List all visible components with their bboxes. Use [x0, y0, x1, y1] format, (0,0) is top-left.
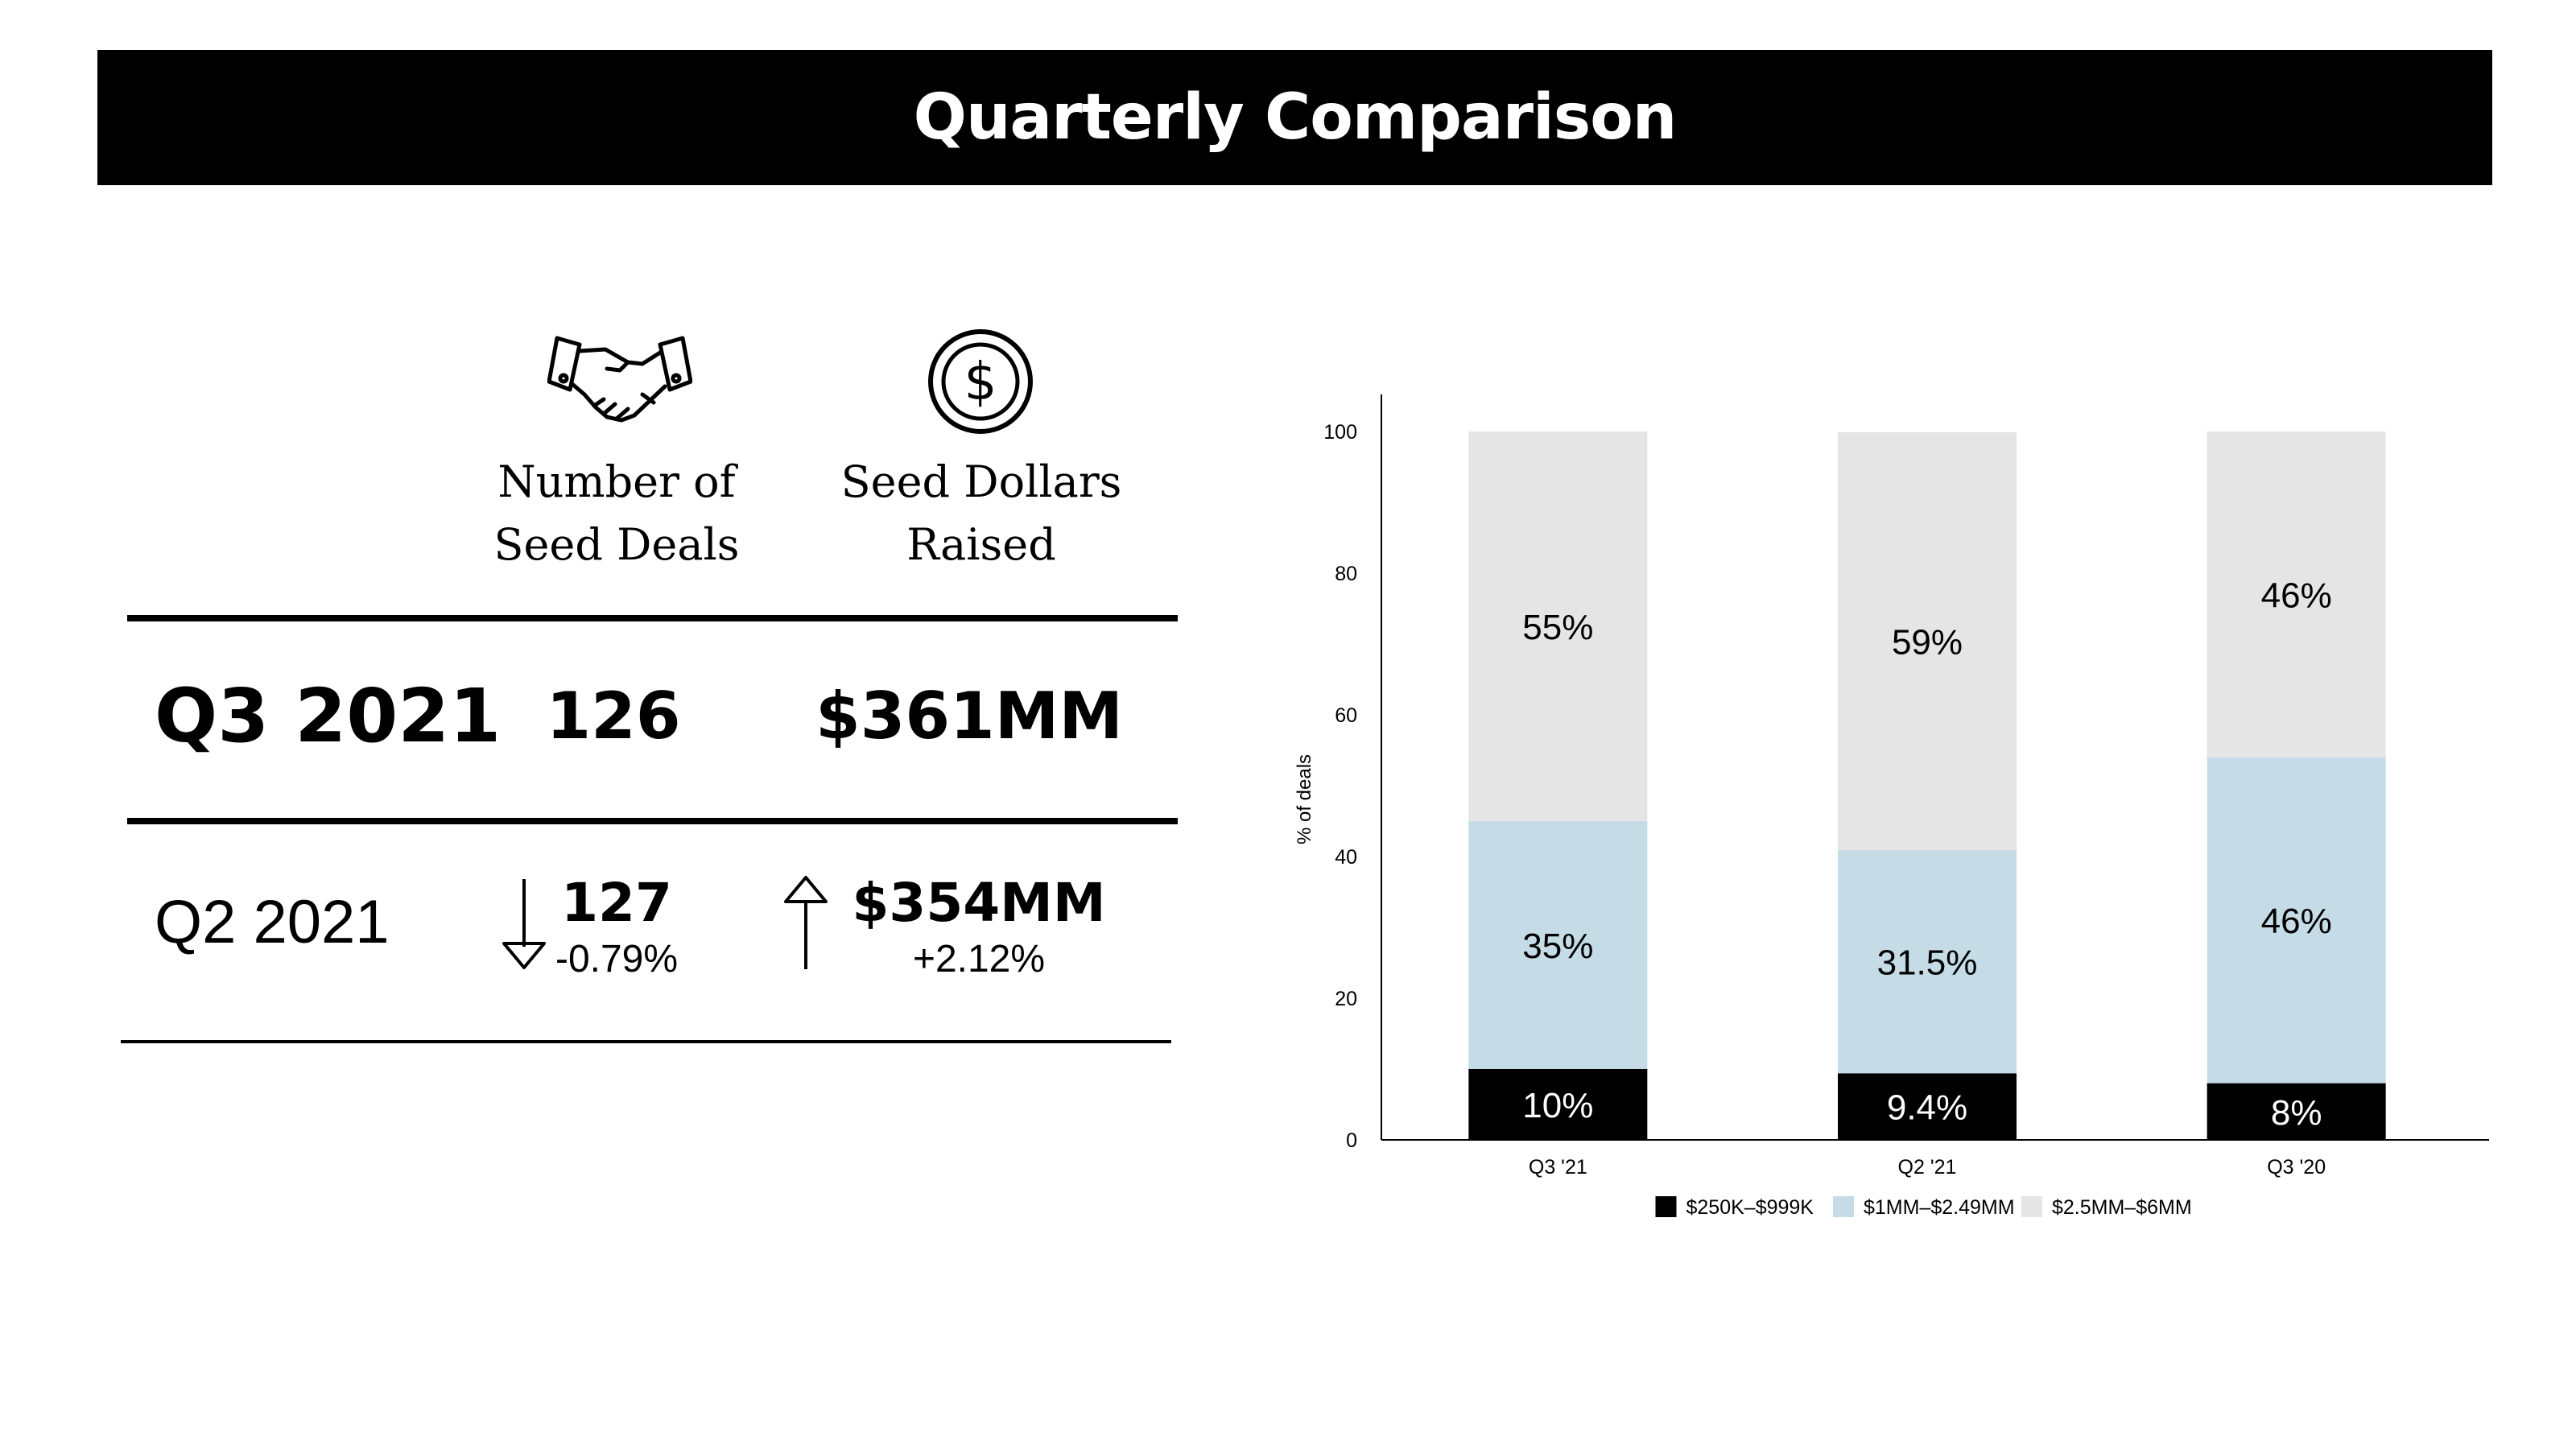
column-header-dollars-line-2: Raised: [906, 519, 1056, 570]
data-label: 46%: [2261, 902, 2332, 941]
arrow-up-icon: [784, 876, 828, 969]
column-header-dollars-line-1: Seed Dollars: [840, 456, 1122, 507]
data-label: 46%: [2261, 576, 2332, 615]
bar-segment: [1468, 431, 1648, 821]
current-deals-value: 126: [546, 679, 681, 753]
svg-text:$: $: [964, 353, 997, 412]
current-row-divider: [127, 818, 1178, 824]
bar-segment: [2207, 1083, 2386, 1140]
legend-label: $2.5MM–$6MM: [2052, 1196, 2192, 1219]
legend-label: $1MM–$2.49MM: [1864, 1196, 2015, 1219]
data-label: 10%: [1522, 1086, 1593, 1125]
column-header-dollars: Seed Dollars Raised: [804, 451, 1158, 576]
bar-segment: [1468, 821, 1648, 1069]
previous-deals-change: -0.79%: [555, 938, 679, 980]
header-divider: [127, 615, 1178, 621]
current-dollars-value: $361MM: [815, 679, 1123, 753]
current-period-label: Q3 2021: [155, 673, 502, 759]
previous-deals-value: 127: [561, 872, 672, 934]
legend-label: $250K–$999K: [1686, 1196, 1814, 1219]
arrow-down-icon: [502, 879, 546, 969]
column-header-deals-line-1: Number of: [497, 456, 736, 507]
title-banner: Quarterly Comparison: [97, 50, 2492, 185]
legend-swatch: [1833, 1196, 1854, 1217]
column-header-deals: Number of Seed Deals: [440, 451, 794, 576]
data-label: 9.4%: [1887, 1088, 1967, 1128]
page-title: Quarterly Comparison: [913, 81, 1678, 154]
data-label: 31.5%: [1877, 943, 1978, 983]
dollar-coin-icon: $: [928, 329, 1033, 434]
bar-segment: [1468, 1069, 1648, 1140]
y-tick-label: 60: [1335, 704, 1357, 727]
x-tick-label: Q3 '21: [1529, 1156, 1587, 1179]
data-label: 59%: [1892, 622, 1963, 662]
bar-segment: [1838, 1073, 2017, 1140]
previous-period-label: Q2 2021: [155, 888, 390, 956]
y-tick-label: 0: [1346, 1129, 1357, 1152]
y-tick-label: 80: [1335, 563, 1357, 585]
table-bottom-rule: [121, 1040, 1171, 1043]
data-label: 35%: [1522, 927, 1593, 966]
y-axis-label: % of deals: [1294, 754, 1315, 844]
previous-dollars-change: +2.12%: [912, 938, 1046, 980]
data-label: 8%: [2271, 1093, 2322, 1133]
bar-segment: [1838, 850, 2017, 1074]
bar-segment: [2207, 431, 2386, 758]
bar-segment: [2207, 757, 2386, 1084]
x-tick-label: Q2 '21: [1898, 1156, 1957, 1179]
handshake-icon: [547, 336, 692, 423]
y-tick-label: 100: [1323, 421, 1357, 444]
stacked-bar-chart: 0 20 40 60 80 100 % of deals 10% 35% 55% Q3 '21 9.4…: [1294, 394, 2489, 1219]
legend-swatch: [1655, 1196, 1677, 1217]
y-tick-label: 20: [1335, 988, 1357, 1010]
x-tick-label: Q3 '20: [2267, 1156, 2326, 1179]
data-label: 55%: [1522, 608, 1593, 647]
y-tick-label: 40: [1335, 846, 1357, 869]
previous-dollars-value: $354MM: [852, 872, 1106, 934]
legend-swatch: [2021, 1196, 2042, 1217]
column-header-deals-line-2: Seed Deals: [493, 519, 740, 570]
bar-segment: [1838, 431, 2017, 851]
